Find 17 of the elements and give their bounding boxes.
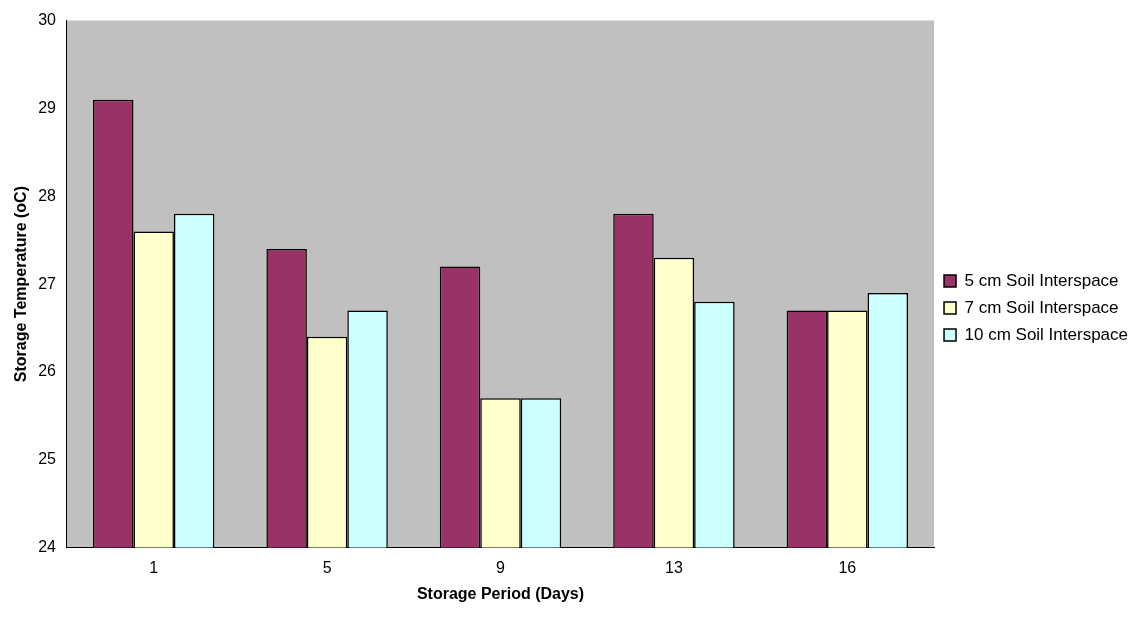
y-tick-label: 26 xyxy=(38,362,57,380)
y-tick-label: 25 xyxy=(38,450,57,468)
x-axis-title: Storage Period (Days) xyxy=(416,584,585,602)
x-tick-label: 13 xyxy=(665,558,683,576)
x-tick-label: 16 xyxy=(838,558,857,576)
x-tick-label: 5 xyxy=(322,558,332,576)
y-tick-label: 29 xyxy=(38,98,57,116)
y-tick-label: 24 xyxy=(38,538,57,556)
y-tick-label: 30 xyxy=(38,11,57,29)
y-tick-label: 27 xyxy=(38,274,57,292)
legend-label: 7 cm Soil Interspace xyxy=(964,297,1119,317)
legend-label: 5 cm Soil Interspace xyxy=(964,270,1119,290)
y-tick-label: 28 xyxy=(38,186,57,204)
x-tick-label: 1 xyxy=(149,558,159,576)
legend-label: 10 cm Soil Interspace xyxy=(964,324,1128,344)
y-axis-title: Storage Temperature (oC) xyxy=(12,186,30,383)
x-tick-label: 9 xyxy=(496,558,506,576)
